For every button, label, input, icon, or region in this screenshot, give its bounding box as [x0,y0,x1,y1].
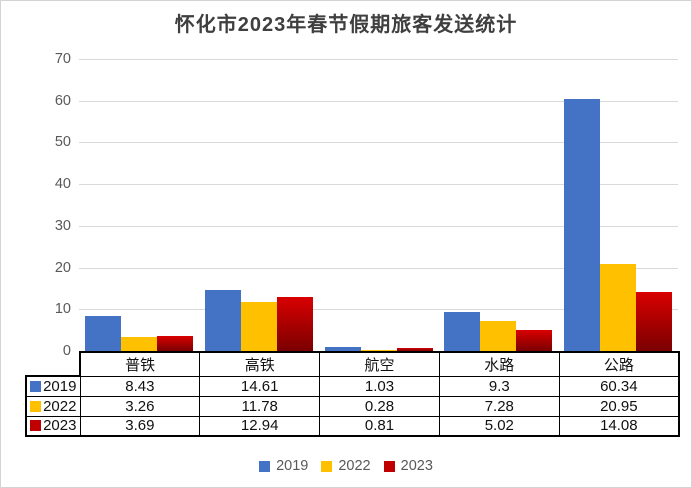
chart-title: 怀化市2023年春节假期旅客发送统计 [174,14,518,36]
bar-2022-航空[interactable] [360,349,397,351]
series-key-icon [30,380,42,392]
table-header-高铁: 高铁 [199,351,321,377]
bar-2022-公路[interactable] [600,263,637,351]
plot-area [79,59,678,351]
table-cell-2019-水路: 9.3 [438,375,560,397]
legend-key-icon [259,460,271,472]
series-key-icon [30,400,42,412]
y-tick-label-40: 40 [54,176,71,193]
bar-2022-普铁[interactable] [120,337,157,351]
table-header-公路: 公路 [558,351,680,377]
gridline-y50 [79,142,678,144]
bar-2023-普铁[interactable] [156,335,193,351]
y-tick-label-20: 20 [54,259,71,276]
y-tick-label-60: 60 [54,92,71,109]
table-row-label-2023: 2023 [25,415,81,437]
gridline-y40 [79,184,678,186]
gridline-y60 [79,100,678,102]
gridline-y20 [79,267,678,269]
bar-2023-公路[interactable] [636,292,673,351]
table-header-航空: 航空 [319,351,440,377]
legend-item-2022[interactable]: 2022 [321,458,371,474]
legend-label: 2023 [400,458,433,474]
table-cell-2022-水路: 7.28 [438,395,560,417]
table-cell-2023-普铁: 3.69 [79,415,201,437]
legend-key-icon [321,460,333,472]
y-tick-label-50: 50 [54,134,71,151]
table-cell-2022-公路: 20.95 [558,395,680,417]
table-row-label-2022: 2022 [25,395,81,417]
data-table: 普铁 高铁 航空 水路 公路 2019 8.43 14.61 1.03 9.3 60.34 2022 3… [25,351,680,437]
gridline-y10 [79,309,678,311]
gridline-y30 [79,225,678,227]
bar-2019-水路[interactable] [444,312,481,351]
table-cell-2023-航空: 0.81 [319,415,440,437]
legend-key-icon [383,460,395,472]
table-header-水路: 水路 [438,351,560,377]
table-cell-2019-公路: 60.34 [558,375,680,397]
table-row-2022: 2022 3.26 11.78 0.28 7.28 20.95 [25,395,680,417]
table-cell-2022-普铁: 3.26 [79,395,201,417]
bar-2019-高铁[interactable] [204,290,241,351]
gridline-y70 [79,59,678,60]
y-tick-label-30: 30 [54,217,71,234]
y-tick-label-10: 10 [54,301,71,318]
bar-2023-航空[interactable] [396,347,433,351]
table-cell-2023-高铁: 12.94 [199,415,321,437]
legend-item-2023[interactable]: 2023 [383,458,433,474]
table-cell-2022-航空: 0.28 [319,395,440,417]
legend-item-2019[interactable]: 2019 [259,458,308,474]
table-header-普铁: 普铁 [79,351,201,377]
bar-2022-水路[interactable] [480,320,517,351]
legend: 2019 2022 2023 [1,455,691,477]
y-tick-label-70: 70 [54,51,71,67]
table-cell-2019-高铁: 14.61 [199,375,321,397]
bar-2022-高铁[interactable] [240,301,277,351]
bar-2019-公路[interactable] [564,99,601,351]
legend-label: 2022 [338,458,371,474]
table-cell-2023-水路: 5.02 [438,415,560,437]
table-cell-2022-高铁: 11.78 [199,395,321,417]
legend-label: 2019 [276,458,309,474]
table-cell-2019-普铁: 8.43 [79,375,201,397]
series-key-icon [30,420,42,432]
bar-2023-高铁[interactable] [276,297,313,351]
table-row-label-2019: 2019 [25,375,81,397]
table-row-2023: 2023 3.69 12.94 0.81 5.02 14.08 [25,415,680,437]
bar-2019-普铁[interactable] [84,315,121,351]
y-tick-label-0: 0 [62,343,71,359]
table-cell-2023-公路: 14.08 [558,415,680,437]
table-cell-2019-航空: 1.03 [319,375,440,397]
table-row-2019: 2019 8.43 14.61 1.03 9.3 60.34 [25,375,680,397]
bar-2019-航空[interactable] [324,346,361,351]
bar-2023-水路[interactable] [516,330,553,351]
